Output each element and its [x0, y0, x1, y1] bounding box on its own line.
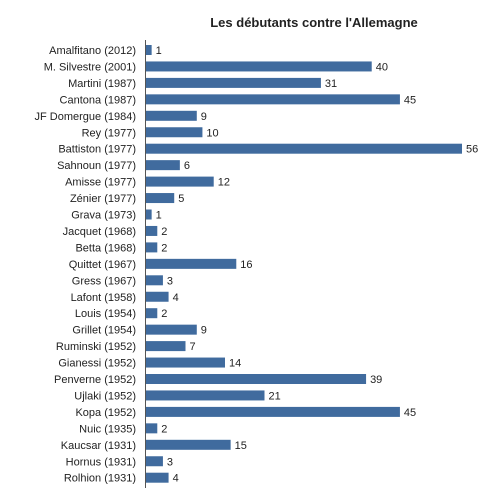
category-label: Nuic (1935): [79, 423, 136, 435]
category-label: Rey (1977): [82, 127, 136, 139]
category-label: Gress (1967): [72, 275, 136, 287]
bar: [146, 143, 462, 154]
category-label: Quittet (1967): [69, 259, 136, 271]
value-label: 2: [161, 308, 167, 320]
category-label: Hornus (1931): [66, 456, 136, 468]
value-label: 14: [229, 358, 241, 370]
category-label: Martini (1987): [68, 78, 136, 90]
bar: [146, 209, 152, 220]
bar: [146, 275, 163, 286]
category-label: Kopa (1952): [75, 407, 136, 419]
value-label: 9: [201, 325, 207, 337]
category-label: M. Silvestre (2001): [44, 61, 136, 73]
value-label: 21: [269, 390, 281, 402]
category-label: Ruminski (1952): [56, 341, 136, 353]
chart-title: Les débutants contre l'Allemagne: [210, 15, 418, 30]
category-label: Ujlaki (1952): [74, 390, 136, 402]
bar: [146, 77, 321, 88]
category-label: Grillet (1954): [72, 325, 136, 337]
value-label: 31: [325, 78, 337, 90]
category-label: Amisse (1977): [65, 177, 136, 189]
bar: [146, 357, 225, 368]
bar: [146, 225, 158, 236]
value-label: 2: [161, 226, 167, 238]
bar: [146, 472, 169, 483]
bar: [146, 61, 372, 72]
value-label: 9: [201, 111, 207, 123]
value-label: 1: [156, 45, 162, 57]
bar: [146, 439, 231, 450]
bar: [146, 242, 158, 253]
value-label: 1: [156, 210, 162, 222]
bar: [146, 94, 400, 105]
category-label: Battiston (1977): [58, 144, 136, 156]
bar: [146, 406, 400, 417]
category-label: Sahnoun (1977): [57, 160, 136, 172]
category-label: Penverne (1952): [54, 374, 136, 386]
value-label: 40: [376, 61, 388, 73]
category-label: Amalfitano (2012): [49, 45, 136, 57]
value-label: 16: [240, 259, 252, 271]
bar: [146, 324, 197, 335]
value-label: 4: [173, 292, 179, 304]
value-label: 15: [235, 440, 247, 452]
value-label: 45: [404, 94, 416, 106]
value-label: 10: [206, 127, 218, 139]
category-label: Betta (1968): [75, 242, 136, 254]
value-label: 3: [167, 275, 173, 287]
value-label: 45: [404, 407, 416, 419]
bar: [146, 193, 175, 204]
bar: [146, 341, 186, 352]
bar: [146, 390, 265, 401]
value-label: 5: [178, 193, 184, 205]
bar: [146, 127, 203, 138]
bar: [146, 45, 152, 55]
value-label: 2: [161, 242, 167, 254]
bars-group: Amalfitano (2012) 1 M. Silvestre (2001) 40 M…: [35, 45, 478, 485]
bar: [146, 176, 214, 187]
bar: [146, 456, 163, 467]
category-label: JF Domergue (1984): [35, 111, 137, 123]
value-label: 3: [167, 456, 173, 468]
bar: [146, 423, 158, 434]
category-label: Grava (1973): [71, 210, 136, 222]
category-label: Zénier (1977): [70, 193, 136, 205]
category-label: Jacquet (1968): [63, 226, 136, 238]
value-label: 4: [173, 473, 179, 485]
bar: [146, 160, 180, 171]
value-label: 6: [184, 160, 190, 172]
bar: [146, 291, 169, 302]
category-label: Kaucsar (1931): [61, 440, 136, 452]
category-label: Lafont (1958): [71, 292, 136, 304]
bar: [146, 308, 158, 319]
category-label: Gianessi (1952): [58, 358, 136, 370]
bar: [146, 258, 237, 269]
value-label: 12: [218, 177, 230, 189]
category-label: Louis (1954): [75, 308, 136, 320]
value-label: 7: [190, 341, 196, 353]
value-label: 56: [466, 144, 478, 156]
value-label: 39: [370, 374, 382, 386]
bar: [146, 374, 367, 384]
category-label: Cantona (1987): [60, 94, 136, 106]
category-label: Rolhion (1931): [64, 473, 136, 485]
value-label: 2: [161, 423, 167, 435]
bar: [146, 110, 197, 121]
